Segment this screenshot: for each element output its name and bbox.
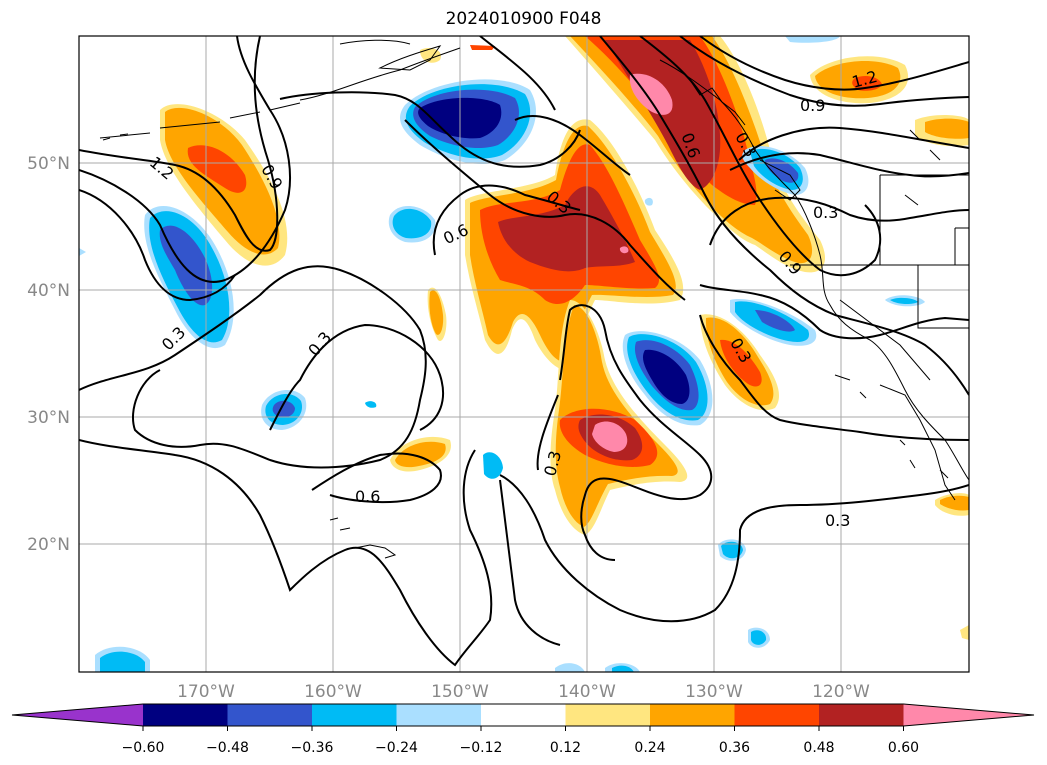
graticule	[79, 36, 969, 672]
lon-label: 130°W	[685, 682, 743, 702]
anomaly-positive	[925, 118, 969, 139]
colorbar-extend-max	[903, 704, 1034, 726]
anomaly-positive	[720, 339, 762, 387]
anomaly-negative	[755, 310, 795, 332]
colorbar-tick-label: −0.36	[291, 740, 334, 756]
lon-label: 140°W	[558, 682, 616, 702]
colorbar-tick-label: −0.24	[375, 740, 418, 756]
colorbar-swatch	[481, 704, 566, 726]
anomaly-negative	[642, 349, 690, 404]
lat-label: 50°N	[27, 154, 70, 174]
colorbar-tick-label: 0.36	[719, 740, 750, 756]
anomaly-negative	[721, 541, 743, 559]
longitude-labels: 170°W 160°W 150°W 140°W 130°W 120°W	[177, 682, 870, 702]
anomaly-positive	[940, 495, 969, 511]
colorbar-labels: −0.60 −0.48 −0.36 −0.24 −0.12 0.12 0.24 …	[122, 740, 920, 756]
anomaly-positive	[498, 186, 635, 272]
anomaly-negative	[79, 248, 86, 256]
lat-label: 40°N	[27, 281, 70, 301]
colorbar-swatch	[565, 704, 651, 726]
map-title: 2024010900 F048	[445, 9, 602, 29]
anomaly-positive	[629, 73, 673, 115]
anomaly-positive	[470, 45, 495, 50]
colorbar-tick-label: 0.48	[803, 740, 834, 756]
colorbar-swatch	[143, 704, 228, 726]
lat-label: 30°N	[27, 408, 70, 428]
anomaly-negative	[159, 225, 213, 306]
colorbar-swatch	[227, 704, 313, 726]
colorbar-swatch	[734, 704, 820, 726]
lon-label: 160°W	[304, 682, 362, 702]
contour-label: 0.9	[800, 96, 825, 115]
map-frame	[78, 35, 970, 673]
anomaly-positive	[187, 145, 247, 193]
latitude-labels: 50°N 40°N 30°N 20°N	[27, 154, 70, 555]
anomaly-positive	[619, 246, 629, 254]
anomaly-negative	[392, 208, 432, 239]
colorbar-extend-min	[12, 704, 143, 726]
anomaly-negative	[751, 630, 767, 645]
colorbar-tick-label: 0.12	[550, 740, 581, 756]
contour-label: 0.3	[825, 511, 850, 530]
contours	[79, 36, 969, 667]
anomaly-negative	[365, 401, 377, 408]
lon-label: 170°W	[177, 682, 235, 702]
anomaly-negative	[555, 663, 585, 672]
colorbar-tick-label: 0.60	[888, 740, 919, 756]
colorbar-swatch	[819, 704, 904, 726]
anomaly-negative	[483, 452, 503, 479]
colorbar-tick-label: −0.48	[206, 740, 249, 756]
anomaly-negative	[785, 36, 840, 43]
contour-label: 0.6	[355, 487, 380, 506]
colorbar-swatch	[650, 704, 735, 726]
anomaly-negative	[890, 297, 918, 305]
contour-label: 0.3	[813, 203, 838, 222]
lon-label: 120°W	[812, 682, 870, 702]
colorbar-tick-label: 0.24	[634, 740, 665, 756]
shaded-fields	[79, 36, 969, 672]
anomaly-positive	[592, 421, 628, 452]
anomaly-positive	[960, 625, 969, 640]
colorbar-swatch	[396, 704, 482, 726]
anomaly-negative	[644, 197, 653, 206]
colorbar-tick-label: −0.60	[122, 740, 165, 756]
colorbar	[11, 703, 1035, 731]
coastlines	[99, 39, 969, 559]
colorbar-swatch	[312, 704, 397, 726]
lon-label: 150°W	[431, 682, 489, 702]
colorbar-tick-label: −0.12	[460, 740, 503, 756]
anomaly-positive	[395, 441, 446, 468]
anomaly-negative	[100, 651, 145, 672]
anomaly-positive	[429, 290, 444, 335]
anomaly-negative	[612, 665, 634, 672]
lat-label: 20°N	[27, 535, 70, 555]
